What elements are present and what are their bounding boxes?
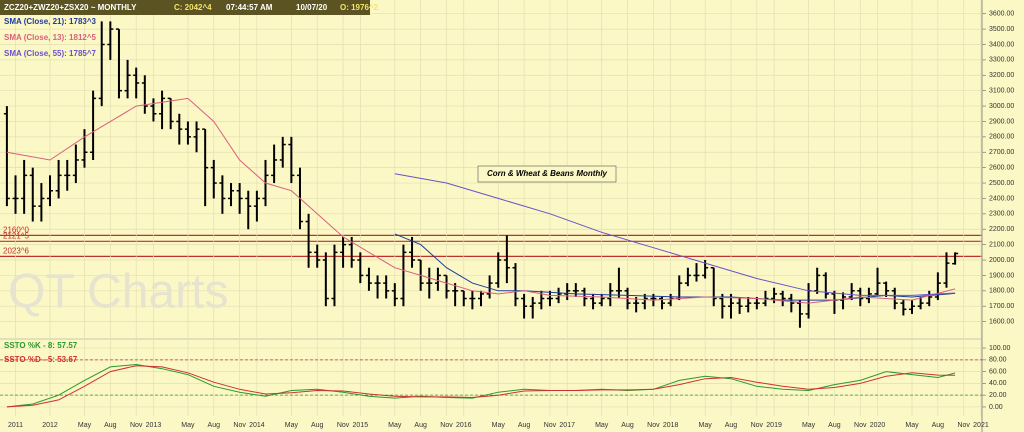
y-tick-label: 3600.00 [989, 11, 1014, 18]
x-tick-label: 2021 [973, 422, 989, 429]
time: 07:44:57 AM [226, 3, 273, 12]
x-tick-label: 2014 [249, 422, 265, 429]
x-tick-label: May [285, 422, 299, 429]
symbol: ZCZ20+ZWZ20+ZSX20 ~ MONTHLY [4, 3, 137, 12]
x-tick-label: 2017 [559, 422, 575, 429]
x-tick-label: 2019 [766, 422, 782, 429]
y-tick-label: 2600.00 [989, 164, 1014, 171]
x-tick-label: Nov [440, 422, 453, 429]
y-tick-label: 2900.00 [989, 118, 1014, 125]
legend-entry: SSTO %D - 5: 53.67 [4, 355, 78, 364]
x-tick-label: Aug [311, 422, 324, 429]
legend-entry: SMA (Close, 21): 1783^3 [4, 17, 97, 26]
x-tick-label: 2018 [663, 422, 679, 429]
y-tick-label: 0.00 [989, 404, 1003, 411]
x-tick-label: Aug [518, 422, 531, 429]
y-tick-label: 100.00 [989, 345, 1011, 352]
y-tick-label: 2100.00 [989, 241, 1014, 248]
x-tick-label: Aug [932, 422, 945, 429]
level-label: 2160^0 [3, 226, 30, 235]
x-tick-label: Nov [544, 422, 557, 429]
x-tick-label: May [905, 422, 919, 429]
y-tick-label: 80.00 [989, 357, 1007, 364]
y-tick-label: 2500.00 [989, 180, 1014, 187]
y-tick-label: 3100.00 [989, 88, 1014, 95]
y-tick-label: 2700.00 [989, 149, 1014, 156]
line [394, 173, 956, 296]
legend-entry: SMA (Close, 55): 1785^7 [4, 49, 97, 58]
x-tick-label: May [78, 422, 92, 429]
line [394, 233, 956, 301]
x-tick-label: Aug [104, 422, 117, 429]
grid [0, 0, 986, 432]
header-bar [0, 0, 370, 15]
y-tick-label: 3200.00 [989, 72, 1014, 79]
level-label: 2121^5 [3, 231, 30, 240]
y-tick-label: 60.00 [989, 368, 1007, 375]
annotation: Corn & Wheat & Beans Monthly [487, 169, 608, 178]
y-tick-label: 3500.00 [989, 26, 1014, 33]
x-tick-label: Aug [621, 422, 634, 429]
line [6, 365, 956, 408]
x-tick-label: Aug [208, 422, 221, 429]
x-tick-label: Aug [414, 422, 427, 429]
level-label: 2023^6 [3, 246, 30, 255]
y-tick-label: 1600.00 [989, 318, 1014, 325]
x-tick-label: 2013 [146, 422, 162, 429]
y-tick-label: 20.00 [989, 392, 1007, 399]
x-tick-label: Aug [725, 422, 738, 429]
x-tick-label: May [802, 422, 816, 429]
date: 10/07/20 [296, 3, 328, 12]
x-tick-label: May [595, 422, 609, 429]
close-value: C: 2042^4 [174, 3, 212, 12]
annotation-box [477, 165, 617, 183]
x-tick-label: May [181, 422, 195, 429]
x-tick-label: 2011 [8, 422, 23, 429]
y-tick-label: 2000.00 [989, 257, 1014, 264]
y-tick-label: 40.00 [989, 380, 1007, 387]
y-tick-label: 1700.00 [989, 303, 1014, 310]
x-tick-label: May [492, 422, 506, 429]
x-tick-label: Nov [854, 422, 867, 429]
x-tick-label: Nov [130, 422, 143, 429]
y-tick-label: 1800.00 [989, 288, 1014, 295]
x-tick-label: Nov [957, 422, 970, 429]
x-tick-label: 2012 [42, 422, 58, 429]
y-tick-label: 3400.00 [989, 41, 1014, 48]
x-tick-label: Nov [233, 422, 246, 429]
x-tick-label: Nov [337, 422, 350, 429]
x-tick-label: 2020 [870, 422, 886, 429]
x-tick-label: Nov [647, 422, 660, 429]
y-tick-label: 2300.00 [989, 211, 1014, 218]
plot: 1600.00 1700.00 1800.00 1900.00 2000.00 2100.… [3, 11, 1014, 429]
y-tick-label: 3300.00 [989, 57, 1014, 64]
y-tick-label: 1900.00 [989, 272, 1014, 279]
line [6, 363, 956, 408]
y-tick-label: 2200.00 [989, 226, 1014, 233]
y-tick-label: 2800.00 [989, 134, 1014, 141]
legend-entry: SMA (Close, 13): 1812^5 [4, 33, 97, 42]
x-tick-label: Nov [751, 422, 764, 429]
legend-entry: SSTO %K - 8: 57.57 [4, 341, 78, 350]
x-tick-label: May [388, 422, 402, 429]
x-tick-label: May [699, 422, 713, 429]
y-tick-label: 2400.00 [989, 195, 1014, 202]
x-tick-label: 2015 [353, 422, 369, 429]
line [6, 97, 956, 304]
x-tick-label: Aug [828, 422, 841, 429]
watermark: QT Charts [8, 266, 229, 319]
y-tick-label: 3000.00 [989, 103, 1014, 110]
open-value: O: 1976^2 [340, 3, 379, 12]
x-tick-label: 2016 [456, 422, 472, 429]
